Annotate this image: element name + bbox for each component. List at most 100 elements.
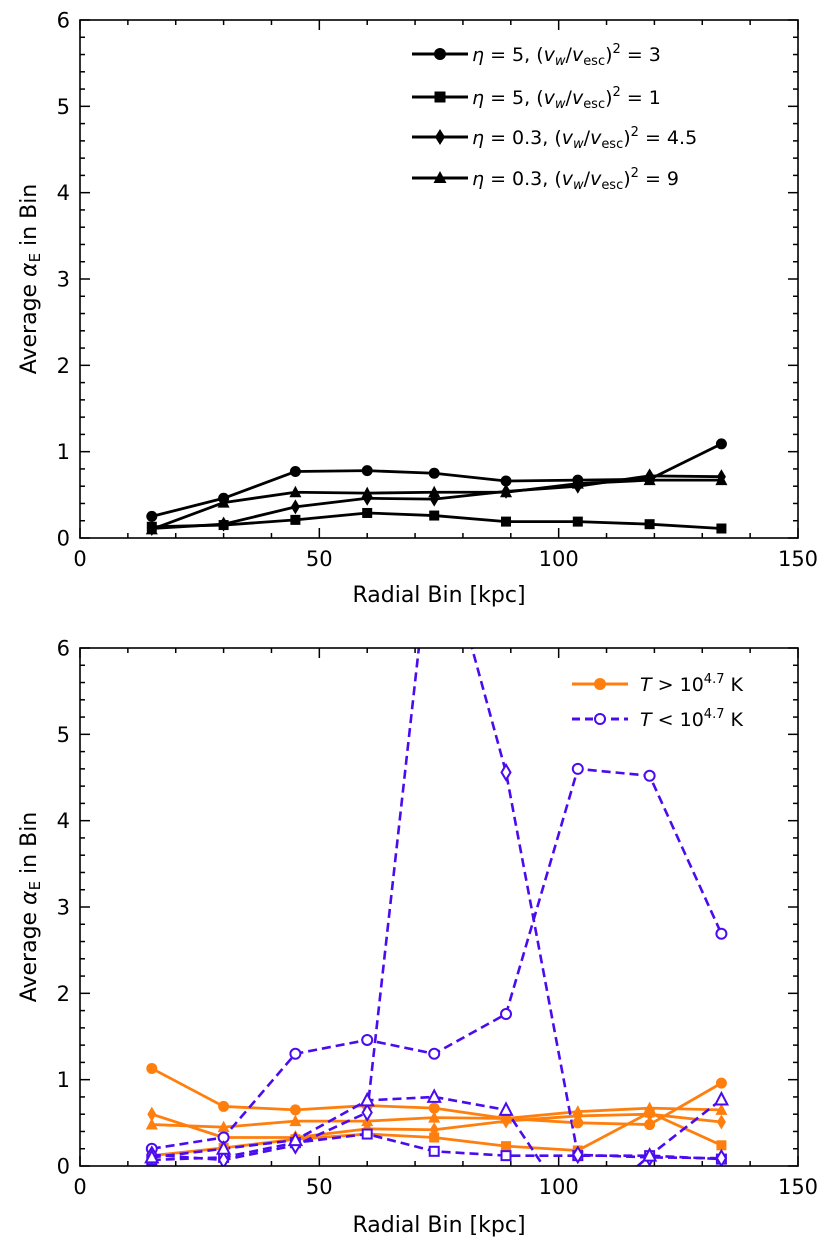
data-point-circle: [146, 510, 158, 522]
data-point-square: [716, 523, 727, 534]
bottom-series-group: [144, 648, 730, 1166]
data-point-circle: [715, 927, 728, 940]
top-panel: 0 50 100 150 0 1 2 3 4 5 6 Radial Bin [k…: [17, 9, 818, 609]
data-point-circle: [289, 1047, 302, 1060]
top-y-tick-label: 6: [57, 9, 70, 33]
top-x-tick-label: 50: [306, 547, 333, 571]
data-point-circle: [571, 762, 584, 775]
legend-marker-open-circle: [594, 713, 606, 725]
data-point-circle: [428, 467, 440, 479]
bottom-y-tick-label: 1: [57, 1068, 70, 1092]
data-point-square: [644, 519, 655, 530]
legend-marker-filled-circle: [594, 678, 606, 690]
data-point-diamond: [716, 1114, 726, 1130]
data-point-triangle: [215, 1140, 232, 1155]
legend-entry-cold: T < 104.7 K: [572, 707, 744, 731]
legend-label: η = 5, (vw/vesc)2 = 3: [472, 42, 661, 69]
data-point-circle: [715, 1077, 727, 1089]
top-series-group: [145, 438, 728, 537]
data-point-circle: [146, 1062, 158, 1074]
legend-entry-eta5-v3: η = 5, (vw/vesc)2 = 3: [412, 42, 661, 69]
top-y-tick-labels: 0 1 2 3 4 5 6: [57, 9, 70, 551]
legend-label: η = 0.3, (vw/vesc)2 = 4.5: [472, 125, 697, 152]
data-point-triangle: [217, 1120, 230, 1133]
legend-label: T > 104.7 K: [640, 672, 744, 696]
top-y-tick-label: 2: [57, 354, 70, 378]
data-point-triangle: [428, 485, 441, 498]
data-point-triangle: [641, 1146, 658, 1162]
data-point-circle: [428, 1047, 441, 1060]
data-point-circle: [715, 438, 727, 450]
data-point-triangle: [287, 1131, 304, 1147]
data-point-triangle: [498, 1101, 514, 1116]
data-point-diamond: [361, 1103, 373, 1122]
bottom-y-axis-label: Average αE in Bin: [17, 812, 44, 1003]
top-y-axis-label: Average αE in Bin: [17, 184, 44, 375]
data-point-triangle: [715, 473, 728, 486]
data-point-square: [428, 1145, 440, 1157]
data-point-diamond: [429, 1122, 439, 1138]
top-x-tick-label: 0: [73, 547, 86, 571]
data-point-triangle: [428, 1111, 441, 1123]
data-point-diamond: [500, 762, 512, 782]
top-x-tick-labels: 0 50 100 150: [73, 547, 818, 571]
bottom-x-tick-label: 150: [778, 1175, 818, 1199]
top-x-axis-label: Radial Bin [kpc]: [352, 583, 525, 608]
data-point-triangle: [715, 1103, 728, 1115]
data-point-triangle: [144, 1148, 160, 1164]
legend-entry-eta5-v1: η = 5, (vw/vesc)2 = 1: [412, 85, 661, 112]
bottom-legend: T > 104.7 K T < 104.7 K: [572, 672, 744, 731]
data-point-square: [361, 1128, 373, 1140]
legend-label: T < 104.7 K: [640, 707, 744, 731]
bottom-panel: 0 50 100 150 0 1 2 3 4 5 6 Radial Bin [k…: [17, 637, 818, 1239]
bottom-y-tick-label: 4: [57, 809, 70, 833]
data-point-circle: [218, 1100, 230, 1112]
data-point-square: [290, 514, 301, 525]
bottom-y-tick-label: 2: [57, 982, 70, 1006]
bottom-y-tick-label: 3: [57, 896, 70, 920]
top-x-tick-label: 150: [778, 547, 818, 571]
data-point-triangle: [426, 1088, 442, 1103]
bottom-y-tick-label: 6: [57, 637, 70, 661]
data-point-circle: [289, 1104, 301, 1116]
data-point-square: [501, 1141, 512, 1152]
legend-label: η = 5, (vw/vesc)2 = 1: [472, 85, 661, 112]
legend-marker-diamond: [435, 129, 445, 145]
data-point-triangle: [289, 1114, 302, 1127]
bottom-x-tick-label: 50: [306, 1175, 333, 1199]
data-point-triangle: [571, 477, 584, 489]
data-point-square: [429, 1132, 440, 1143]
legend-entry-hot: T > 104.7 K: [572, 672, 744, 696]
data-point-triangle: [145, 522, 158, 535]
legend-label: η = 0.3, (vw/vesc)2 = 9: [472, 166, 679, 193]
data-point-square: [500, 1150, 512, 1162]
data-point-square: [501, 516, 512, 527]
data-point-triangle: [643, 473, 656, 486]
top-x-tick-label: 100: [539, 547, 579, 571]
bottom-y-tick-labels: 0 1 2 3 4 5 6: [57, 637, 70, 1179]
data-point-diamond: [217, 1150, 230, 1166]
data-point-circle: [500, 1008, 513, 1021]
bottom-plot-frame: [79, 647, 799, 1167]
data-point-circle: [500, 475, 512, 487]
legend-marker-triangle: [433, 171, 447, 183]
data-point-circle: [644, 1119, 656, 1131]
data-point-triangle: [643, 1101, 656, 1114]
data-point-diamond: [219, 516, 229, 532]
top-y-tick-label: 4: [57, 181, 70, 205]
data-point-triangle: [713, 1090, 730, 1106]
bottom-x-axis-label: Radial Bin [kpc]: [352, 1213, 525, 1238]
bottom-y-tick-label: 5: [57, 723, 70, 747]
top-axis-ticks: [79, 19, 799, 539]
bottom-x-tick-label: 0: [73, 1175, 86, 1199]
data-point-diamond: [572, 1145, 584, 1165]
legend-marker-circle: [434, 48, 446, 60]
top-legend: η = 5, (vw/vesc)2 = 3 η = 5, (vw/vesc)2 …: [412, 42, 697, 193]
data-point-circle: [428, 1102, 440, 1114]
data-point-triangle: [571, 1105, 584, 1117]
data-point-triangle: [500, 1112, 513, 1124]
data-point-circle: [361, 1033, 374, 1046]
data-point-circle: [643, 769, 656, 782]
data-point-triangle: [359, 1091, 375, 1107]
